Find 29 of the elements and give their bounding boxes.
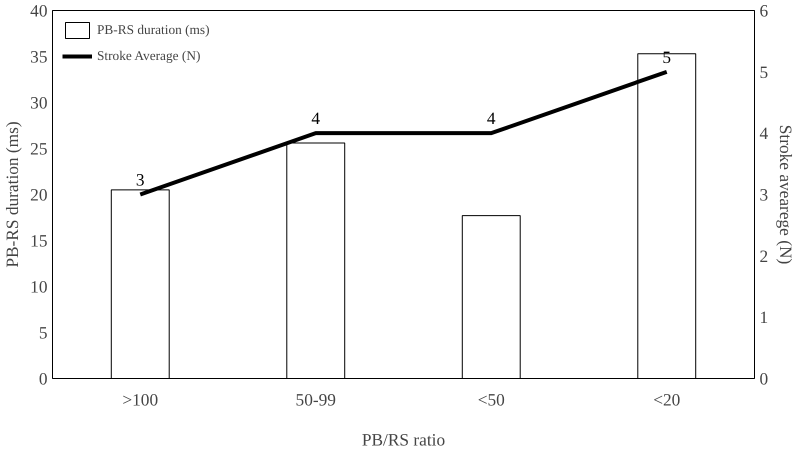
y2-tick-label: 5 xyxy=(760,62,768,82)
legend-label: Stroke Average (N) xyxy=(97,48,200,64)
y2-tick-label: 4 xyxy=(760,124,768,144)
y-tick-label: 30 xyxy=(30,94,48,112)
y-tick-label: 25 xyxy=(30,140,48,158)
x-tick-label: >100 xyxy=(122,390,158,410)
y2-tick-label: 1 xyxy=(760,308,768,328)
data-label: 4 xyxy=(311,109,320,128)
data-label: 3 xyxy=(136,170,145,190)
x-axis-title: PB/RS ratio xyxy=(362,430,446,450)
y-tick-label: 35 xyxy=(30,48,48,66)
y2-tick-label: 3 xyxy=(760,186,768,204)
y-tick-label: 5 xyxy=(38,324,48,342)
data-label: 4 xyxy=(486,109,496,128)
y-axis-title: PB-RS duration (ms) xyxy=(3,121,22,268)
y-tick-label: 10 xyxy=(30,278,48,296)
x-tick-label: <50 xyxy=(478,390,505,410)
y-tick-label: 15 xyxy=(30,232,48,250)
y2-tick-label: 6 xyxy=(760,2,768,20)
y-tick-label: 20 xyxy=(30,186,48,204)
x-tick-label: <20 xyxy=(653,390,680,410)
y-tick-label: 0 xyxy=(38,370,48,388)
legend-label: PB-RS duration (ms) xyxy=(97,22,210,38)
y2-axis-title: Stroke avearege (N) xyxy=(776,124,796,264)
x-tick-label: 50-99 xyxy=(296,390,336,410)
y-tick-label: 40 xyxy=(30,2,48,20)
y2-tick-label: 2 xyxy=(760,246,768,266)
bar xyxy=(462,215,521,378)
y2-tick-label: 0 xyxy=(760,370,768,388)
